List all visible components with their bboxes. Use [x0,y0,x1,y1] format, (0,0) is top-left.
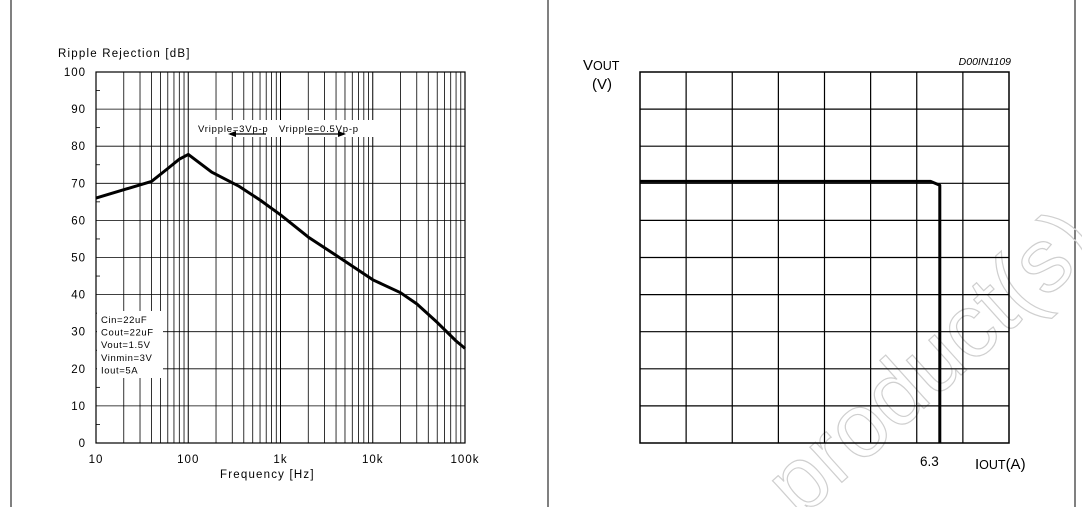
vout-label-sub: OUT [593,59,620,73]
vout-grid [640,72,1009,443]
condition-label: Vinmin=3V [101,353,152,364]
ripple-plot-frame [95,71,466,444]
ripple-x-axis-label: Frequency [Hz] [220,469,315,481]
ripple-curve [95,152,466,350]
ripple-x-tick-label: 10k [362,454,384,466]
condition-label: Cout=22uF [101,328,154,339]
ripple-x-ticks: 10 100 1k 10k 100k [89,454,480,466]
ripple-x-tick-label: 100 [177,454,199,466]
iout-label-main: I [975,456,979,473]
vout-plot-frame [639,71,1010,444]
vout-iout-chart: VOUT (V) D00IN1109 IOUT(A) 6.3 [583,56,1026,473]
ripple-y-ticks: 0 10 20 30 40 50 60 70 80 90 100 [64,67,86,450]
ripple-y-tick-label: 30 [71,327,86,339]
ripple-x-tick-label: 100k [451,454,480,466]
vout-y-axis-unit: (V) [592,76,612,93]
vout-iout-curve [640,179,942,443]
iout-label-sub: OUT [979,458,1006,472]
ripple-annotation-bg [196,120,384,137]
ripple-y-tick-label: 70 [71,178,86,190]
ripple-y-tick-label: 40 [71,290,86,302]
ripple-y-tick-label: 20 [71,364,86,376]
ripple-y-tick-label: 60 [71,215,86,227]
vout-y-axis-label: VOUT [583,57,620,74]
ripple-y-tick-label: 80 [71,141,86,153]
ripple-grid [96,72,465,443]
ripple-annotation-text: Vripple=3Vp-p Vripple=0.5Vp-p [198,124,359,135]
doc-code: D00IN1109 [959,56,1012,68]
iout-label-unit: (A) [1006,456,1026,473]
condition-label: Cin=22uF [101,315,147,326]
ripple-x-tick-label: 1k [273,454,287,466]
iout-marker-label: 6.3 [920,454,939,469]
vout-label-main: V [583,57,593,74]
ripple-arrowhead-right [338,131,346,137]
conditions-box [97,311,163,378]
condition-label: Vout=1.5V [101,340,151,351]
ripple-y-tick-label: 90 [71,104,86,116]
ripple-y-axis-label: Ripple Rejection [dB] [58,48,191,60]
ripple-y-tick-label: 10 [71,401,86,413]
condition-label: Iout=5A [101,365,138,376]
ripple-y-tick-label: 100 [64,67,86,79]
iout-x-axis-label: IOUT(A) [975,456,1026,473]
ripple-x-tick-label: 10 [89,454,104,466]
ripple-y-tick-label: 50 [71,253,86,265]
ripple-arrowhead-left [228,131,236,137]
watermark-text: product(s) [746,189,1082,507]
ripple-y-tick-label: 0 [79,438,86,450]
